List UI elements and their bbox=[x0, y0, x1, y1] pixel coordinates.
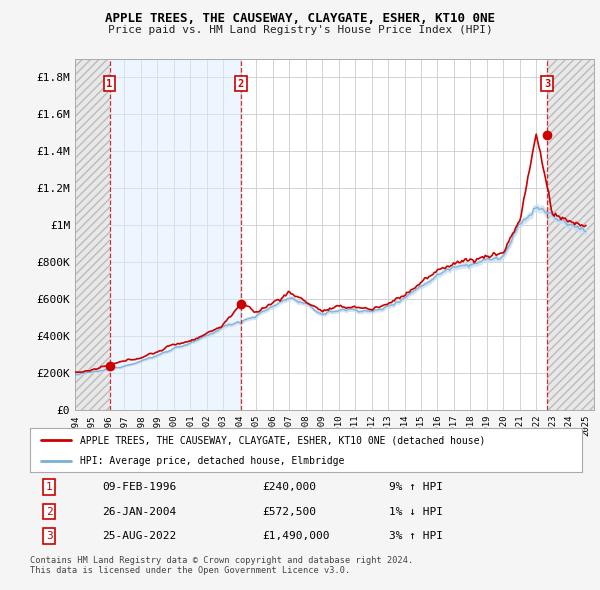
Text: 9% ↑ HPI: 9% ↑ HPI bbox=[389, 482, 443, 492]
Bar bbox=[110, 59, 241, 410]
Text: Contains HM Land Registry data © Crown copyright and database right 2024.: Contains HM Land Registry data © Crown c… bbox=[30, 556, 413, 565]
Text: Price paid vs. HM Land Registry's House Price Index (HPI): Price paid vs. HM Land Registry's House … bbox=[107, 25, 493, 35]
Text: 2: 2 bbox=[46, 507, 53, 516]
Text: 3: 3 bbox=[46, 531, 53, 541]
Text: This data is licensed under the Open Government Licence v3.0.: This data is licensed under the Open Gov… bbox=[30, 566, 350, 575]
Text: 1: 1 bbox=[106, 78, 113, 88]
Text: 1: 1 bbox=[46, 482, 53, 492]
Text: 3% ↑ HPI: 3% ↑ HPI bbox=[389, 531, 443, 541]
Text: 1% ↓ HPI: 1% ↓ HPI bbox=[389, 507, 443, 516]
Text: 3: 3 bbox=[544, 78, 550, 88]
Text: 09-FEB-1996: 09-FEB-1996 bbox=[102, 482, 176, 492]
Bar bbox=[547, 59, 600, 410]
Bar bbox=[75, 59, 110, 410]
Text: 26-JAN-2004: 26-JAN-2004 bbox=[102, 507, 176, 516]
Text: HPI: Average price, detached house, Elmbridge: HPI: Average price, detached house, Elmb… bbox=[80, 456, 344, 466]
Text: £572,500: £572,500 bbox=[262, 507, 316, 516]
Text: APPLE TREES, THE CAUSEWAY, CLAYGATE, ESHER, KT10 0NE (detached house): APPLE TREES, THE CAUSEWAY, CLAYGATE, ESH… bbox=[80, 435, 485, 445]
Text: 25-AUG-2022: 25-AUG-2022 bbox=[102, 531, 176, 541]
Text: £1,490,000: £1,490,000 bbox=[262, 531, 329, 541]
Text: £240,000: £240,000 bbox=[262, 482, 316, 492]
Text: APPLE TREES, THE CAUSEWAY, CLAYGATE, ESHER, KT10 0NE: APPLE TREES, THE CAUSEWAY, CLAYGATE, ESH… bbox=[105, 12, 495, 25]
Text: 2: 2 bbox=[238, 78, 244, 88]
